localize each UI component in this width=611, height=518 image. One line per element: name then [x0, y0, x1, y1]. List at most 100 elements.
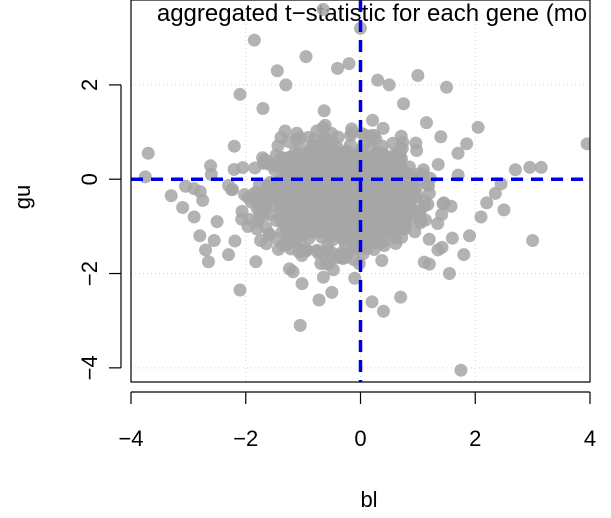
- scatter-point: [222, 178, 236, 192]
- scatter-point: [243, 213, 257, 227]
- scatter-point: [376, 304, 390, 318]
- scatter-point: [345, 122, 359, 136]
- scatter-point: [410, 188, 424, 202]
- scatter-point: [310, 243, 324, 257]
- scatter-point: [523, 160, 537, 174]
- scatter-point: [201, 255, 215, 269]
- scatter-point: [444, 199, 458, 213]
- scatter-point: [302, 231, 316, 245]
- scatter-point: [199, 243, 213, 257]
- scatter-points: [138, 2, 590, 377]
- scatter-point: [382, 78, 396, 92]
- chart-title: aggregated t−statistic for each gene (mo: [157, 0, 587, 27]
- scatter-point: [363, 181, 377, 195]
- scatter-point: [311, 139, 325, 153]
- scatter-point: [457, 248, 471, 262]
- scatter-point: [268, 159, 282, 173]
- y-axis-label: gu: [10, 185, 35, 209]
- scatter-point: [176, 201, 190, 215]
- scatter-point: [347, 239, 361, 253]
- scatter-point: [409, 136, 423, 150]
- scatter-point: [385, 197, 399, 211]
- scatter-point: [295, 277, 309, 291]
- scatter-point: [314, 257, 328, 271]
- scatter-point: [276, 238, 290, 252]
- scatter-point: [580, 137, 590, 151]
- scatter-point: [326, 263, 340, 277]
- x-tick-label: −4: [118, 426, 143, 451]
- scatter-point: [323, 206, 337, 220]
- scatter-point: [369, 221, 383, 235]
- scatter-point: [256, 101, 270, 115]
- scatter-point: [233, 283, 247, 297]
- scatter-point: [375, 254, 389, 268]
- scatter-point: [376, 121, 390, 135]
- scatter-point: [282, 135, 296, 149]
- scatter-point: [290, 126, 304, 140]
- scatter-point: [227, 139, 241, 153]
- scatter-point: [399, 184, 413, 198]
- scatter-point: [141, 146, 155, 160]
- y-tick-label: 0: [77, 173, 102, 185]
- scatter-point: [471, 120, 485, 134]
- scatter-point: [317, 104, 331, 118]
- scatter-point: [488, 186, 502, 200]
- scatter-point: [250, 194, 264, 208]
- scatter-point: [207, 234, 221, 248]
- scatter-point: [293, 318, 307, 332]
- scatter-point: [235, 204, 249, 218]
- scatter-point: [422, 257, 436, 271]
- scatter-point: [196, 193, 210, 207]
- x-axis: −4 −2 0 2 4: [118, 391, 596, 451]
- scatter-point: [280, 185, 294, 199]
- scatter-point: [270, 64, 284, 78]
- scatter-point: [300, 177, 314, 191]
- y-tick-label: 2: [77, 79, 102, 91]
- scatter-point: [233, 87, 247, 101]
- scatter-point: [422, 232, 436, 246]
- scatter-point: [347, 253, 361, 267]
- scatter-point: [304, 149, 318, 163]
- scatter-point: [341, 164, 355, 178]
- scatter-point: [278, 124, 292, 138]
- scatter-point: [408, 225, 422, 239]
- scatter-point: [376, 146, 390, 160]
- scatter-point: [508, 163, 522, 177]
- scatter-point: [416, 167, 430, 181]
- scatter-point: [316, 2, 330, 16]
- scatter-point: [320, 244, 334, 258]
- x-axis-label: bl: [360, 487, 377, 512]
- scatter-point: [138, 170, 152, 184]
- scatter-point: [303, 159, 317, 173]
- scatter-point: [336, 247, 350, 261]
- scatter-point: [334, 219, 348, 233]
- scatter-point: [300, 243, 314, 257]
- scatter-point: [365, 202, 379, 216]
- scatter-point: [431, 243, 445, 257]
- scatter-point: [222, 248, 236, 262]
- scatter-point: [338, 190, 352, 204]
- scatter-point: [434, 130, 448, 144]
- scatter-point: [312, 293, 326, 307]
- scatter-point: [480, 196, 494, 210]
- scatter-point: [316, 121, 330, 135]
- scatter-point: [286, 265, 300, 279]
- scatter-point: [277, 212, 291, 226]
- scatter-point: [365, 295, 379, 309]
- scatter-point: [249, 255, 263, 269]
- x-tick-label: 4: [584, 426, 596, 451]
- plot-frame: [130, 0, 591, 383]
- scatter-point: [411, 68, 425, 82]
- scatter-point: [210, 215, 224, 229]
- scatter-point: [392, 148, 406, 162]
- scatter-point: [419, 116, 433, 130]
- scatter-point: [325, 285, 339, 299]
- scatter-point: [431, 157, 445, 171]
- scatter-point: [279, 78, 293, 92]
- scatter-point: [236, 161, 250, 175]
- scatter-point: [317, 225, 331, 239]
- scatter-point: [460, 137, 474, 151]
- scatter-point: [422, 179, 436, 193]
- scatter-point: [288, 145, 302, 159]
